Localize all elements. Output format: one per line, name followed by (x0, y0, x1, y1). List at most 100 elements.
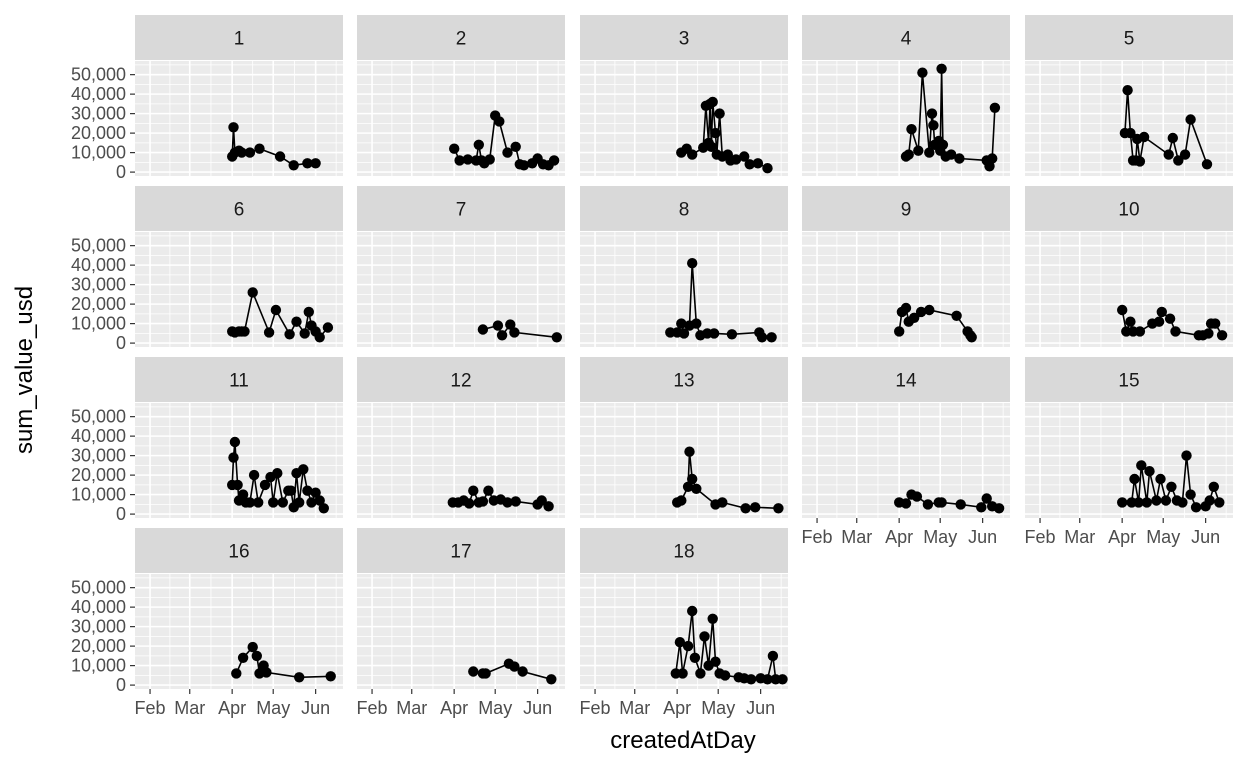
data-point (740, 503, 751, 514)
data-point (750, 502, 761, 513)
x-tick-label: Mar (1064, 527, 1095, 547)
data-point (325, 671, 336, 682)
facet-strip-label: 11 (229, 371, 249, 392)
x-tick-label: Feb (357, 698, 388, 718)
facet-panel-5: 5 (1025, 15, 1233, 176)
data-point (894, 326, 905, 337)
data-point (303, 306, 314, 318)
x-tick-label: Mar (619, 698, 650, 718)
data-point (1153, 316, 1165, 327)
y-tick-label: 10,000 (71, 143, 126, 163)
data-point (247, 641, 258, 653)
facet-panel-8: 8 (580, 186, 788, 347)
data-point (984, 161, 995, 172)
data-point (926, 108, 938, 119)
data-point (502, 147, 513, 158)
x-tick-label: May (701, 698, 735, 718)
facet-panel-13: 13 (580, 357, 788, 518)
facet-panel-18: 18 Feb Mar Apr May Jun (580, 528, 788, 718)
facet-strip (1025, 186, 1233, 231)
data-point (684, 446, 695, 457)
y-tick-label: 40,000 (71, 597, 126, 617)
data-point (1214, 497, 1225, 508)
data-point (543, 501, 554, 512)
data-point (989, 102, 1001, 114)
data-point (687, 149, 698, 160)
data-point (231, 668, 242, 679)
y-tick-label: 0 (116, 675, 126, 695)
data-point (966, 332, 977, 343)
x-tick-label: Apr (440, 698, 468, 718)
facet-panel-4: 4 (802, 15, 1010, 176)
data-point (477, 324, 489, 335)
data-point (687, 605, 698, 617)
data-point (719, 670, 731, 681)
data-point (691, 483, 702, 494)
y-tick-label: 40,000 (71, 84, 126, 104)
x-tick-label: Jun (968, 527, 997, 547)
y-axis-title: sum_value_usd (11, 286, 38, 454)
data-point (1166, 481, 1177, 492)
x-tick-label: May (923, 527, 957, 547)
data-point (548, 155, 560, 166)
data-point (261, 667, 272, 678)
x-tick-label: Apr (663, 698, 691, 718)
data-point (510, 141, 521, 152)
data-point (253, 497, 264, 508)
data-point (1208, 481, 1220, 492)
data-point (691, 318, 702, 329)
data-point (494, 116, 505, 127)
facet-strip (802, 357, 1010, 402)
x-tick-label: Feb (802, 527, 833, 547)
facet-strip-label: 3 (679, 29, 690, 50)
facet-strip-label: 13 (673, 371, 694, 392)
facet-strip (357, 528, 565, 573)
facet-strip-label: 4 (901, 29, 912, 50)
data-point (752, 158, 764, 169)
y-tick-label: 20,000 (71, 636, 126, 656)
data-point (277, 497, 288, 508)
data-point (1117, 304, 1128, 316)
data-point (244, 147, 256, 158)
facet-strip (135, 186, 343, 231)
data-point (981, 493, 992, 504)
x-tick-label: Mar (396, 698, 427, 718)
data-point (1201, 159, 1213, 170)
data-point (1125, 127, 1136, 139)
data-point (1204, 495, 1215, 506)
data-point (454, 155, 465, 166)
x-axis-title: createdAtDay (610, 727, 755, 754)
data-point (299, 328, 310, 339)
data-point (954, 153, 965, 164)
data-point (739, 151, 750, 162)
data-point (1216, 330, 1228, 341)
data-point (546, 674, 557, 685)
data-point (726, 329, 738, 340)
panel-background (802, 232, 1010, 347)
data-point (762, 674, 773, 685)
facet-panel-12: 12 (357, 357, 565, 518)
data-point (915, 306, 927, 318)
data-point (1117, 497, 1128, 508)
data-point (682, 640, 694, 652)
panel-background (357, 574, 565, 689)
data-point (924, 304, 935, 316)
y-tick-label: 50,000 (71, 578, 126, 598)
facet-strip (135, 15, 343, 60)
data-point (247, 287, 258, 298)
data-point (314, 495, 325, 506)
x-tick-label: Mar (174, 698, 205, 718)
data-point (302, 158, 313, 169)
data-point (756, 332, 768, 343)
facet-panel-14: 14 Feb Mar Apr May Jun (802, 357, 1010, 547)
data-point (714, 108, 725, 119)
data-point (236, 147, 247, 158)
y-tick-label: 20,000 (71, 465, 126, 485)
data-point (976, 502, 987, 513)
data-point (766, 332, 777, 343)
data-point (946, 149, 957, 160)
data-point (284, 329, 295, 340)
data-point (900, 498, 912, 509)
data-point (762, 163, 773, 174)
